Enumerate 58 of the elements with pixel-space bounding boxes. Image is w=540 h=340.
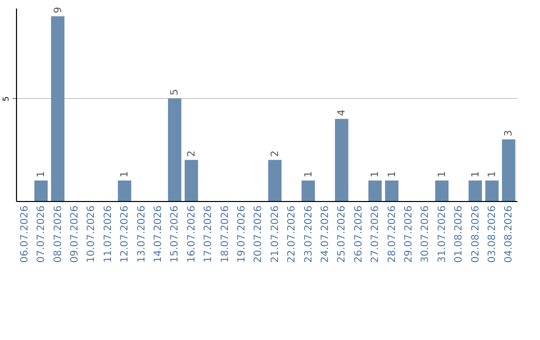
data-label: 2 [186,150,198,157]
x-tick-label: 16.07.2026 [186,206,198,263]
x-tick-label: 06.07.2026 [19,206,30,263]
data-label: 5 [170,88,181,96]
x-tick-label: 14.07.2026 [152,206,164,263]
x-tick-label: 10.07.2026 [86,206,98,263]
bar [184,160,198,201]
x-tick-label: 07.07.2026 [36,206,48,263]
x-tick-label: 29.07.2026 [403,206,414,263]
data-label: 1 [120,171,131,178]
bar [485,180,499,201]
x-tick-label: 31.07.2026 [436,206,448,263]
bar [268,160,282,201]
x-tick-label: 28.07.2026 [386,206,398,263]
data-label: 4 [336,109,348,116]
x-tick-label: 24.07.2026 [320,206,331,263]
x-tick-label: 01.08.2026 [454,206,465,263]
x-tick-label: 22.07.2026 [286,206,298,263]
x-tick-label: 02.08.2026 [470,206,482,263]
data-label: 1 [36,171,48,178]
x-tick-label: 25.07.2026 [336,206,348,263]
x-tick-label: 09.07.2026 [69,206,80,263]
bar [34,180,48,201]
bar [302,180,315,201]
data-label: 1 [486,171,498,178]
bar [118,180,132,201]
x-tick-label: 30.07.2026 [420,206,432,263]
x-tick-label: 19.07.2026 [236,206,248,263]
bar [51,16,64,201]
bar [334,118,348,201]
bar [502,139,516,201]
x-tick-label: 17.07.2026 [203,206,214,263]
bar [435,180,449,201]
data-label: 1 [470,171,482,178]
x-tick-label: 13.07.2026 [136,206,148,263]
data-label: 1 [370,171,382,178]
bar [368,180,382,201]
x-tick-label: 20.07.2026 [253,206,264,263]
data-label: 1 [303,171,314,178]
data-label: 1 [386,171,398,178]
x-tick-label: 11.07.2026 [102,206,114,263]
x-tick-label: 04.08.2026 [504,206,515,263]
bar [385,180,398,201]
x-tick-label: 26.07.2026 [353,206,364,263]
data-label: 2 [270,150,281,157]
x-tick-label: 15.07.2026 [170,206,181,263]
data-label: 3 [504,130,515,136]
x-tick-label: 27.07.2026 [370,206,382,263]
x-tick-label: 12.07.2026 [120,206,131,263]
data-label: 9 [52,6,64,14]
x-tick-label: 18.07.2026 [220,206,231,263]
x-tick-label: 21.07.2026 [270,206,281,263]
data-label: 1 [436,171,448,178]
bar [168,98,182,201]
x-tick-label: 03.08.2026 [486,206,498,263]
x-tick-label: 08.07.2026 [52,206,64,263]
bar [468,180,482,201]
x-tick-label: 23.07.2026 [303,206,314,263]
